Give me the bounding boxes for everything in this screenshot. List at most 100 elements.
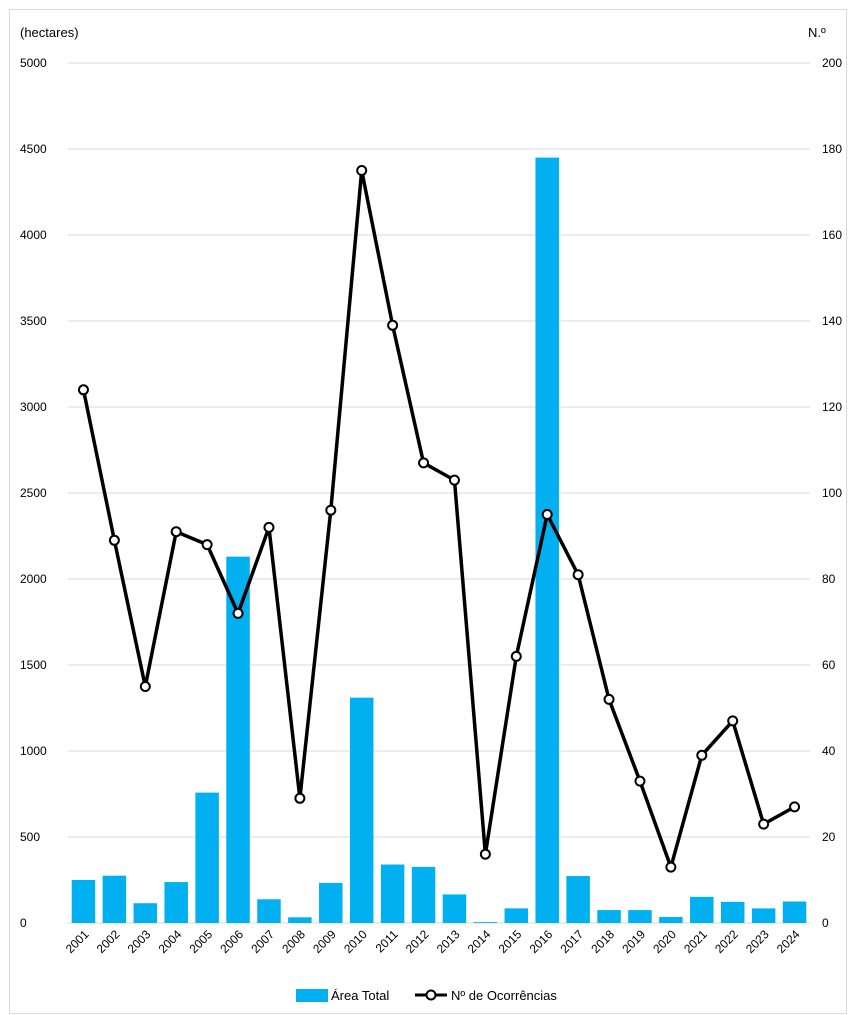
chart-frame bbox=[9, 9, 847, 1014]
bar-area-total-2006 bbox=[226, 556, 250, 923]
bar-area-total-2004 bbox=[164, 882, 188, 923]
left-y-tick-label: 1500 bbox=[20, 658, 47, 672]
x-tick-label: 2021 bbox=[681, 927, 710, 956]
point-occurrences-2016 bbox=[541, 509, 553, 520]
point-occurrences-2008 bbox=[294, 792, 306, 804]
point-occurrences-2005 bbox=[201, 539, 213, 551]
bar-area-total-2009 bbox=[319, 882, 343, 923]
left-y-tick-label: 5000 bbox=[20, 56, 47, 70]
x-tick-label: 2015 bbox=[496, 927, 525, 956]
right-y-tick-label: 40 bbox=[822, 744, 836, 758]
point-occurrences-2014 bbox=[479, 848, 491, 860]
bar-area-total-2023 bbox=[751, 908, 776, 923]
legend-marker-occurrences bbox=[425, 989, 437, 1001]
point-occurrences-2006 bbox=[232, 607, 244, 619]
right-y-tick-label: 200 bbox=[822, 56, 842, 70]
point-occurrences-2022 bbox=[727, 715, 739, 727]
bar-area-total-2003 bbox=[133, 903, 158, 923]
x-tick-label: 2016 bbox=[527, 927, 556, 956]
right-axis-label: N.º bbox=[808, 25, 826, 40]
bar-area-total-2008 bbox=[288, 917, 312, 923]
bar-area-total-2024 bbox=[782, 901, 807, 923]
legend-label-occurrences: Nº de Ocorrências bbox=[451, 988, 557, 1003]
legend-swatch-area-total bbox=[296, 989, 328, 1002]
bar-area-total-2013 bbox=[442, 894, 467, 923]
x-tick-label: 2011 bbox=[373, 927, 401, 955]
bar-area-total-2005 bbox=[195, 792, 219, 923]
point-occurrences-2019 bbox=[634, 775, 646, 787]
x-tick-label: 2019 bbox=[619, 927, 648, 956]
point-occurrences-2012 bbox=[418, 457, 430, 469]
point-occurrences-2013 bbox=[448, 474, 460, 486]
x-tick-label: 2008 bbox=[279, 927, 308, 956]
x-tick-label: 2006 bbox=[217, 927, 246, 956]
x-tick-label: 2014 bbox=[465, 927, 494, 956]
x-tick-label: 2012 bbox=[403, 927, 432, 956]
bar-area-total-2002 bbox=[102, 875, 127, 923]
bar-area-total-2015 bbox=[504, 908, 529, 923]
right-y-tick-label: 160 bbox=[822, 228, 842, 242]
right-y-tick-label: 100 bbox=[822, 486, 842, 500]
point-occurrences-2003 bbox=[139, 681, 151, 692]
x-tick-label: 2024 bbox=[774, 927, 803, 956]
bar-area-total-2021 bbox=[690, 896, 714, 923]
bar-area-total-2020 bbox=[659, 916, 683, 923]
bar-area-total-2007 bbox=[257, 899, 281, 923]
bar-area-total-2019 bbox=[628, 910, 652, 923]
x-tick-label: 2020 bbox=[650, 927, 679, 956]
x-tick-label: 2005 bbox=[186, 927, 215, 956]
point-occurrences-2011 bbox=[387, 319, 399, 331]
right-y-tick-label: 180 bbox=[822, 142, 842, 156]
right-y-tick-label: 140 bbox=[822, 314, 842, 328]
bar-area-total-2022 bbox=[720, 901, 745, 923]
bar-area-total-2016 bbox=[535, 157, 559, 924]
left-y-tick-label: 0 bbox=[20, 916, 27, 930]
x-tick-label: 2018 bbox=[588, 927, 617, 956]
bar-area-total-2014 bbox=[473, 922, 498, 923]
point-occurrences-2017 bbox=[572, 569, 584, 581]
bar-area-total-2017 bbox=[566, 876, 590, 923]
point-occurrences-2021 bbox=[696, 749, 708, 761]
left-y-tick-label: 3500 bbox=[20, 314, 47, 328]
point-occurrences-2018 bbox=[603, 693, 615, 705]
right-y-tick-label: 80 bbox=[822, 572, 836, 586]
x-tick-label: 2022 bbox=[712, 927, 741, 956]
point-occurrences-2015 bbox=[510, 650, 522, 662]
legend-label-area-total: Área Total bbox=[331, 988, 389, 1003]
bar-area-total-2001 bbox=[71, 880, 96, 923]
point-occurrences-2009 bbox=[325, 504, 337, 516]
point-occurrences-2020 bbox=[665, 861, 677, 873]
point-occurrences-2007 bbox=[263, 521, 275, 533]
x-tick-label: 2023 bbox=[743, 927, 772, 956]
x-tick-label: 2017 bbox=[557, 927, 586, 956]
point-occurrences-2001 bbox=[77, 384, 89, 396]
bar-area-total-2011 bbox=[380, 864, 405, 923]
left-y-tick-label: 4500 bbox=[20, 142, 47, 156]
right-y-tick-label: 0 bbox=[822, 916, 829, 930]
x-tick-label: 2002 bbox=[94, 927, 123, 956]
x-tick-label: 2001 bbox=[63, 927, 92, 956]
left-y-tick-label: 3000 bbox=[20, 400, 47, 414]
x-tick-label: 2010 bbox=[341, 927, 370, 956]
x-tick-label: 2004 bbox=[156, 927, 185, 956]
right-y-tick-label: 60 bbox=[822, 658, 836, 672]
bar-area-total-2010 bbox=[349, 697, 374, 923]
x-tick-label: 2003 bbox=[125, 927, 154, 956]
point-occurrences-2004 bbox=[170, 526, 182, 538]
left-y-tick-label: 1000 bbox=[20, 744, 47, 758]
point-occurrences-2010 bbox=[356, 165, 368, 176]
bar-area-total-2018 bbox=[597, 910, 621, 923]
x-tick-label: 2009 bbox=[310, 927, 339, 956]
point-occurrences-2023 bbox=[758, 818, 770, 830]
x-tick-label: 2013 bbox=[434, 927, 463, 956]
line-occurrences bbox=[81, 168, 796, 869]
x-tick-label: 2007 bbox=[248, 927, 277, 956]
left-y-tick-label: 4000 bbox=[20, 228, 47, 242]
point-occurrences-2024 bbox=[789, 801, 801, 813]
left-axis-label: (hectares) bbox=[20, 25, 79, 40]
left-y-tick-label: 2500 bbox=[20, 486, 47, 500]
right-y-tick-label: 20 bbox=[822, 830, 836, 844]
right-y-tick-label: 120 bbox=[822, 400, 842, 414]
left-y-tick-label: 2000 bbox=[20, 572, 47, 586]
